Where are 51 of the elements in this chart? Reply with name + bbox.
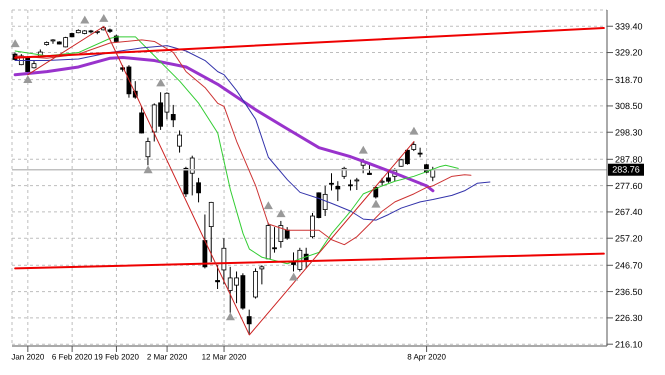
candlestick: [259, 264, 264, 285]
candlestick: [335, 180, 340, 202]
y-tick-label: 287.80: [615, 154, 643, 164]
point: [289, 272, 298, 281]
candlestick: [170, 104, 176, 128]
candlestick: [146, 137, 150, 166]
y-tick-label: 216.10: [615, 339, 643, 350]
y-tick-label: 236.50: [615, 286, 643, 297]
candlestick: [196, 177, 201, 203]
point: [264, 201, 273, 210]
point: [10, 39, 20, 48]
y-tick-label: 339.40: [615, 21, 643, 32]
point: [371, 200, 381, 208]
point: [156, 78, 166, 86]
candlestick: [246, 309, 252, 336]
candlestick: [221, 238, 226, 285]
candlestick: [348, 179, 353, 192]
candlestick: [329, 172, 334, 192]
y-tick-label: 246.70: [615, 260, 643, 270]
y-tick-label: 257.20: [615, 233, 643, 244]
candlestick: [215, 264, 220, 290]
x-tick-label: 6 Feb 2020: [52, 352, 93, 362]
x-tick-label: Jan 2020: [11, 352, 45, 362]
y-tick-label: 329.20: [615, 48, 643, 58]
y-tick-label: 308.50: [615, 101, 643, 112]
point: [358, 146, 368, 154]
x-tick-label: 19 Feb 2020: [94, 352, 140, 362]
candlestick: [354, 177, 360, 190]
candlestick: [411, 141, 416, 152]
point: [144, 165, 153, 174]
point: [80, 16, 90, 24]
y-tick-label: 226.30: [615, 313, 643, 324]
point: [99, 14, 108, 22]
candlestick: [177, 130, 182, 154]
point: [276, 209, 286, 218]
x-tick-label: 2 Mar 2020: [146, 352, 188, 362]
x-tick-label: 8 Apr 2020: [407, 352, 446, 362]
ref-line-label: 283.76: [612, 164, 640, 175]
candlestick: [367, 163, 372, 176]
y-tick-label: 267.40: [615, 207, 643, 218]
point: [23, 75, 32, 84]
y-tick-label: 298.30: [615, 127, 643, 138]
point: [226, 312, 235, 320]
y-tick-label: 318.70: [615, 74, 643, 85]
candlestick: [418, 147, 423, 158]
point: [409, 126, 418, 135]
y-tick-label: 277.60: [615, 180, 643, 191]
line-series: [14, 56, 434, 192]
line-series: [14, 45, 490, 221]
candlestick: [139, 106, 144, 134]
x-tick-label: 12 Mar 2020: [202, 352, 248, 362]
